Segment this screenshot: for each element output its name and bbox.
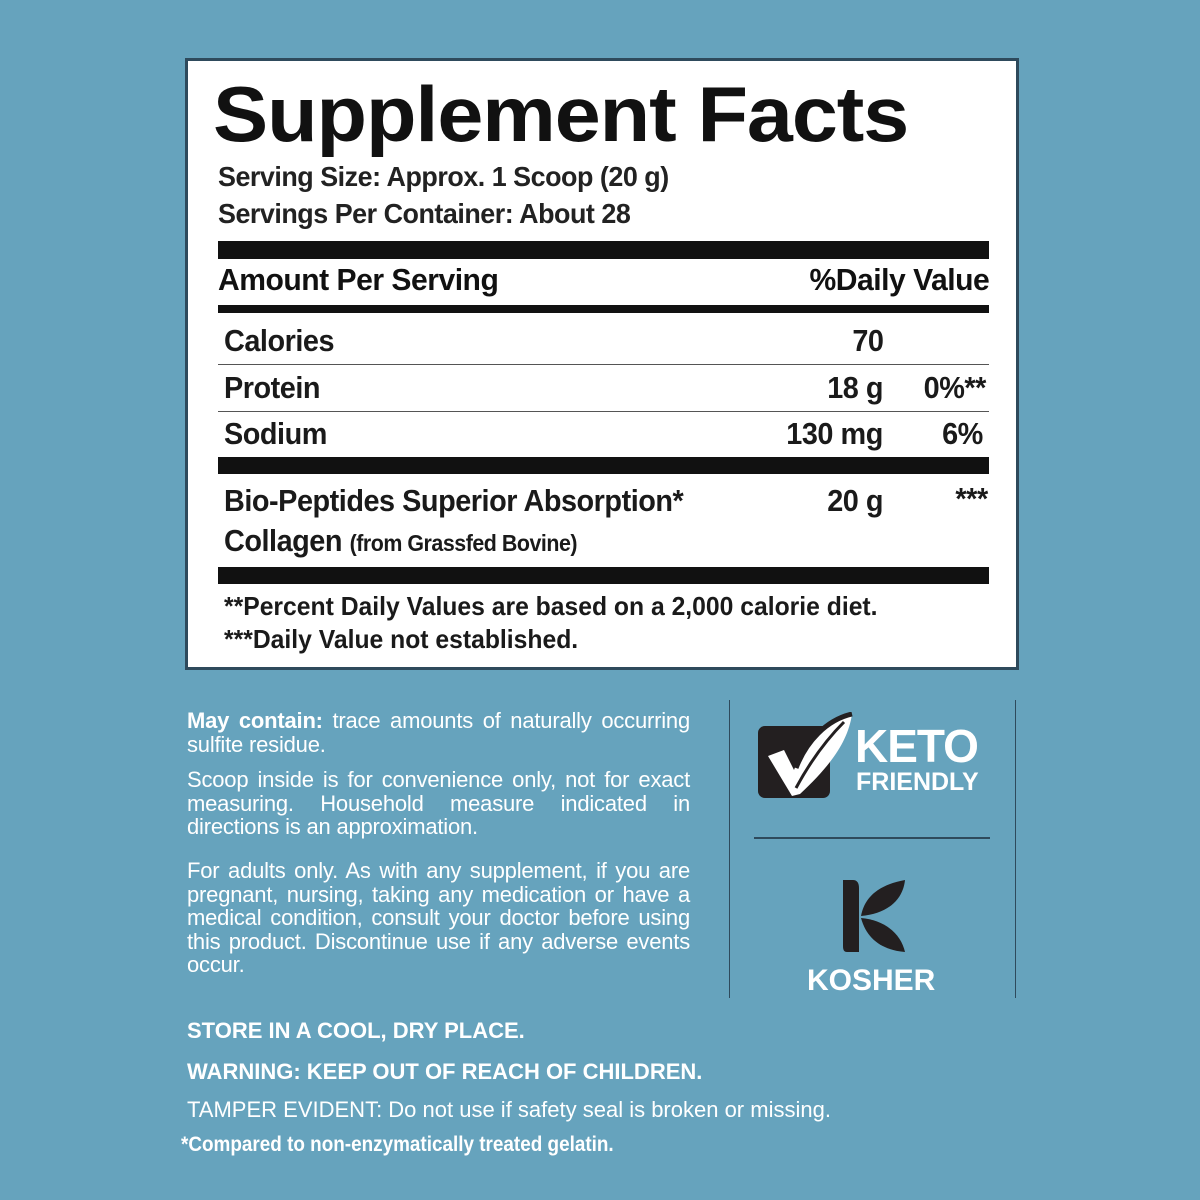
keto-check-leaf-icon: [756, 711, 856, 807]
divider-thick: [218, 241, 989, 259]
may-contain-label: May contain:: [187, 708, 323, 733]
divider-thin: [218, 411, 989, 412]
may-contain-text: trace amounts of naturally occurring sul…: [187, 708, 690, 757]
ingredient-source: (from Grassfed Bovine): [349, 530, 578, 556]
divider-vertical: [729, 700, 730, 998]
nutrient-name: Sodium: [224, 416, 327, 451]
comparison-footnote: *Compared to non-enzymatically treated g…: [181, 1133, 614, 1156]
warning-text: WARNING: KEEP OUT OF REACH OF CHILDREN.: [187, 1059, 703, 1084]
divider-thin: [218, 364, 989, 365]
divider-thick: [218, 567, 989, 584]
friendly-label: FRIENDLY: [856, 768, 979, 796]
ingredient-dv: ***: [955, 481, 989, 516]
nutrient-name: Protein: [224, 370, 321, 405]
nutrient-dv: 0%**: [923, 370, 987, 405]
adults-note: For adults only. As with any supplement,…: [187, 858, 690, 977]
header-amount: Amount Per Serving: [218, 262, 499, 297]
kosher-label: KOSHER: [807, 964, 936, 997]
footnote-percent: **Percent Daily Values are based on a 2,…: [224, 591, 878, 621]
keto-label: KETO: [855, 720, 979, 772]
ingredient-collagen: Collagen: [224, 523, 343, 558]
may-contain-note: May contain: trace amounts of naturally …: [187, 709, 690, 756]
kosher-k-icon: [843, 880, 907, 959]
divider-thick: [218, 457, 989, 474]
divider-medium: [218, 305, 989, 313]
nutrient-amount: 18 g: [827, 370, 883, 405]
scoop-note: Scoop inside is for convenience only, no…: [187, 767, 690, 839]
supplement-facts-panel: Supplement Facts Serving Size: Approx. 1…: [185, 58, 1019, 670]
storage-instruction: STORE IN A COOL, DRY PLACE.: [187, 1018, 525, 1043]
nutrient-name: Calories: [224, 323, 335, 358]
divider-horizontal: [754, 837, 990, 839]
header-daily-value: %Daily Value: [809, 262, 989, 297]
panel-title: Supplement Facts: [213, 70, 909, 158]
nutrient-amount: 70: [851, 323, 884, 358]
tamper-evident-text: TAMPER EVIDENT: Do not use if safety sea…: [187, 1097, 831, 1122]
ingredient-amount: 20 g: [827, 483, 883, 518]
ingredient-name-line2: Collagen (from Grassfed Bovine): [224, 523, 578, 559]
divider-vertical: [1015, 700, 1016, 998]
nutrient-dv: 6%: [942, 416, 983, 451]
nutrient-amount: 130 mg: [786, 416, 883, 451]
serving-size: Serving Size: Approx. 1 Scoop (20 g): [218, 161, 669, 192]
footnote-not-established: ***Daily Value not established.: [224, 624, 579, 654]
ingredient-name: Bio-Peptides Superior Absorption*: [224, 483, 684, 518]
servings-per-container: Servings Per Container: About 28: [218, 198, 631, 229]
